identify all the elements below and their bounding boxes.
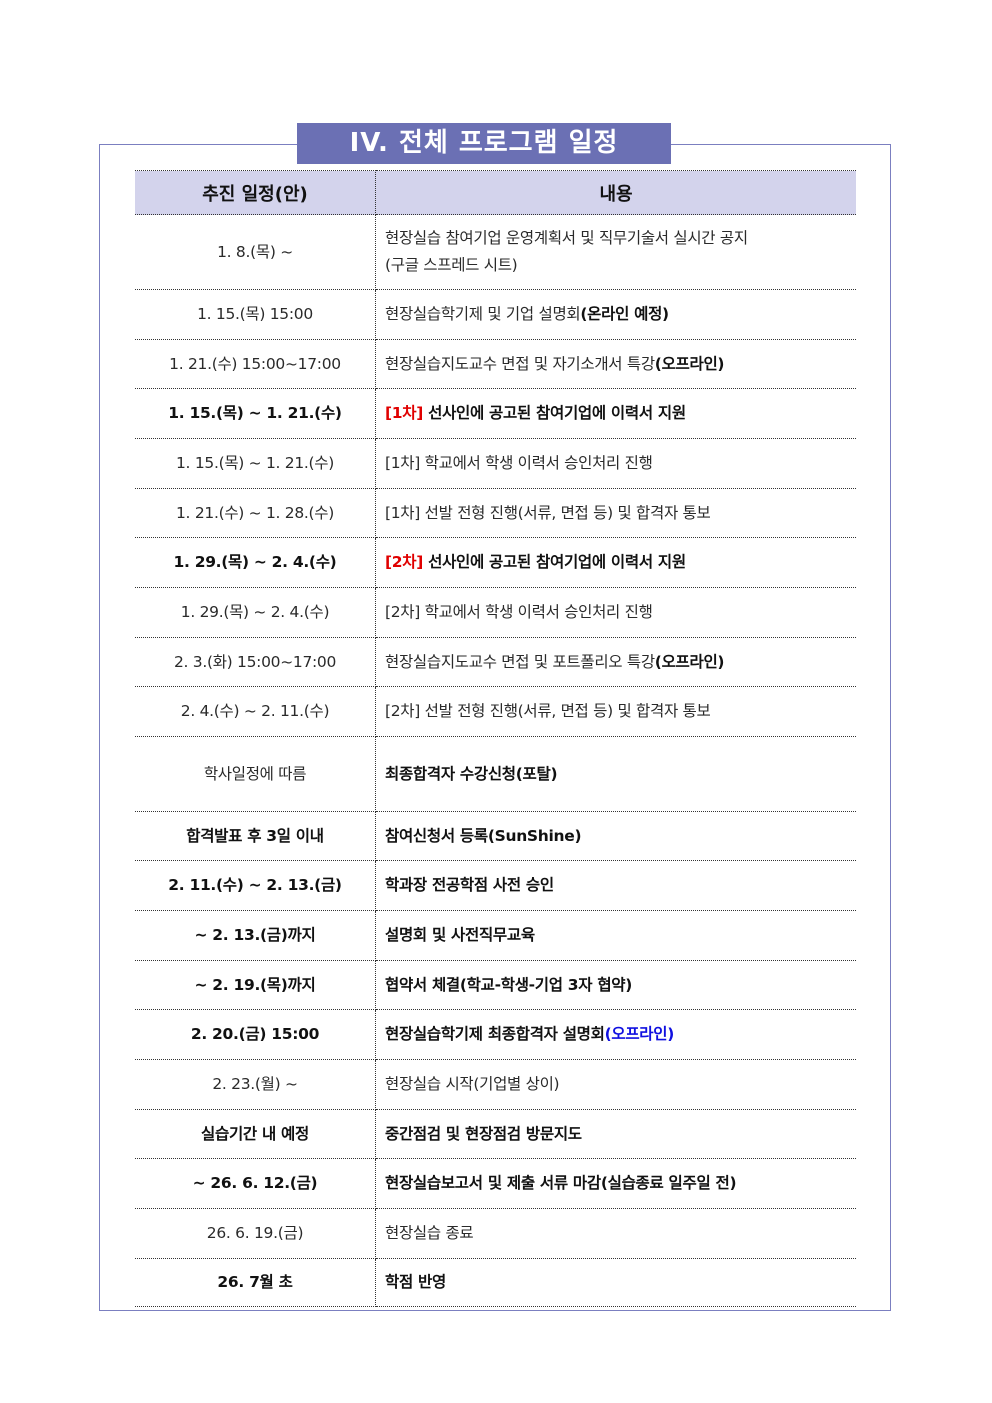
content-text: 현장실습지도교수 면접 및 포트폴리오 특강 — [385, 652, 655, 671]
table-row: 1. 15.(목) 15:00 현장실습학기제 및 기업 설명회(온라인 예정) — [135, 289, 856, 340]
schedule-date: 1. 15.(목) 15:00 — [135, 289, 376, 340]
schedule-content: 설명회 및 사전직무교육 — [375, 910, 856, 961]
mode-label: (오프라인) — [654, 652, 725, 671]
content-text: 학점 반영 — [385, 1273, 446, 1291]
schedule-date: 학사일정에 따름 — [135, 736, 376, 812]
content-text: (구글 스프레드 시트) — [385, 256, 518, 274]
schedule-content: 현장실습 시작(기업별 상이) — [375, 1059, 856, 1110]
schedule-table: 추진 일정(안) 내용 1. 8.(목) ~ 현장실습 참여기업 운영계획서 및 … — [135, 170, 856, 1307]
schedule-date: 1. 29.(목) ~ 2. 4.(수) — [135, 537, 376, 588]
schedule-content: 참여신청서 등록(SunShine) — [375, 811, 856, 861]
content-text: (온라인 예정) — [580, 305, 669, 323]
table-row: 26. 7월 초 학점 반영 — [135, 1258, 856, 1307]
content-text: 선사인에 공고된 참여기업에 이력서 지원 — [423, 404, 686, 422]
schedule-content: [2차] 선사인에 공고된 참여기업에 이력서 지원 — [375, 537, 856, 588]
table-row: 1. 29.(목) ~ 2. 4.(수) [2차] 선사인에 공고된 참여기업에 … — [135, 537, 856, 588]
schedule-date: 2. 3.(화) 15:00~17:00 — [135, 637, 376, 687]
table-row: 26. 6. 19.(금) 현장실습 종료 — [135, 1208, 856, 1259]
table-row: 2. 11.(수) ~ 2. 13.(금) 학과장 전공학점 사전 승인 — [135, 860, 856, 911]
table-row: 2. 23.(월) ~ 현장실습 시작(기업별 상이) — [135, 1059, 856, 1110]
table-header-row: 추진 일정(안) 내용 — [135, 170, 856, 215]
table-row: ~ 2. 13.(금)까지 설명회 및 사전직무교육 — [135, 910, 856, 961]
schedule-content: 중간점검 및 현장점검 방문지도 — [375, 1109, 856, 1159]
schedule-content: 학과장 전공학점 사전 승인 — [375, 860, 856, 911]
content-text: [1차] 선발 전형 진행(서류, 면접 등) 및 합격자 통보 — [385, 503, 711, 522]
schedule-content: [1차] 선사인에 공고된 참여기업에 이력서 지원 — [375, 388, 856, 439]
table-row: 1. 15.(목) ~ 1. 21.(수) [1차] 선사인에 공고된 참여기업에… — [135, 388, 856, 439]
content-text: 학과장 전공학점 사전 승인 — [385, 876, 554, 894]
schedule-content: 현장실습 참여기업 운영계획서 및 직무기술서 실시간 공지 (구글 스프레드 시… — [375, 214, 856, 290]
content-text: 현장실습지도교수 면접 및 자기소개서 특강 — [385, 354, 655, 373]
table-row: ~ 2. 19.(목)까지 협약서 체결(학교-학생-기업 3자 협약) — [135, 960, 856, 1010]
table-row: 1. 29.(목) ~ 2. 4.(수) [2차] 학교에서 학생 이력서 승인처… — [135, 587, 856, 638]
mode-label: (오프라인) — [654, 354, 725, 373]
schedule-content: 현장실습지도교수 면접 및 포트폴리오 특강(오프라인) — [375, 637, 856, 687]
schedule-content: [1차] 선발 전형 진행(서류, 면접 등) 및 합격자 통보 — [375, 488, 856, 538]
table-row: 합격발표 후 3일 이내 참여신청서 등록(SunShine) — [135, 811, 856, 861]
schedule-content: 현장실습학기제 및 기업 설명회(온라인 예정) — [375, 289, 856, 340]
mode-label: (오프라인) — [604, 1025, 675, 1043]
schedule-date: 26. 7월 초 — [135, 1258, 376, 1307]
content-text: [1차] 학교에서 학생 이력서 승인처리 진행 — [385, 454, 653, 472]
schedule-date: 2. 4.(수) ~ 2. 11.(수) — [135, 686, 376, 737]
schedule-content: 현장실습학기제 최종합격자 설명회(오프라인) — [375, 1009, 856, 1060]
schedule-date: 2. 20.(금) 15:00 — [135, 1009, 376, 1060]
schedule-date: 1. 8.(목) ~ — [135, 214, 376, 290]
content-text: 설명회 및 사전직무교육 — [385, 926, 535, 944]
content-text: 최종합격자 수강신청(포탈) — [385, 764, 558, 783]
header-content: 내용 — [375, 170, 856, 215]
schedule-date: ~ 2. 13.(금)까지 — [135, 910, 376, 961]
schedule-date: 실습기간 내 예정 — [135, 1109, 376, 1159]
schedule-date: 합격발표 후 3일 이내 — [135, 811, 376, 861]
content-text: 현장실습 시작(기업별 상이) — [385, 1075, 560, 1093]
table-body: 1. 8.(목) ~ 현장실습 참여기업 운영계획서 및 직무기술서 실시간 공지… — [135, 214, 856, 1307]
round-label: [1차] — [385, 404, 424, 422]
schedule-content: 협약서 체결(학교-학생-기업 3자 협약) — [375, 960, 856, 1010]
table-row: 학사일정에 따름 최종합격자 수강신청(포탈) — [135, 736, 856, 812]
schedule-date: ~ 26. 6. 12.(금) — [135, 1158, 376, 1209]
schedule-date: 2. 11.(수) ~ 2. 13.(금) — [135, 860, 376, 911]
content-text: 현장실습학기제 최종합격자 설명회 — [385, 1025, 605, 1043]
content-text: [2차] 선발 전형 진행(서류, 면접 등) 및 합격자 통보 — [385, 702, 711, 720]
schedule-date: 1. 21.(수) 15:00~17:00 — [135, 339, 376, 389]
schedule-date: ~ 2. 19.(목)까지 — [135, 960, 376, 1010]
table-row: 1. 8.(목) ~ 현장실습 참여기업 운영계획서 및 직무기술서 실시간 공지… — [135, 214, 856, 290]
schedule-date: 2. 23.(월) ~ — [135, 1059, 376, 1110]
schedule-date: 26. 6. 19.(금) — [135, 1208, 376, 1259]
content-text: 현장실습 종료 — [385, 1224, 474, 1242]
content-text: 현장실습보고서 및 제출 서류 마감(실습종료 일주일 전) — [385, 1174, 737, 1192]
schedule-content: 학점 반영 — [375, 1258, 856, 1307]
section-title: IV. 전체 프로그램 일정 — [297, 123, 671, 164]
schedule-content: 현장실습 종료 — [375, 1208, 856, 1259]
schedule-content: [2차] 선발 전형 진행(서류, 면접 등) 및 합격자 통보 — [375, 686, 856, 737]
schedule-date: 1. 15.(목) ~ 1. 21.(수) — [135, 438, 376, 489]
content-text: 현장실습 참여기업 운영계획서 및 직무기술서 실시간 공지 — [385, 229, 748, 247]
table-row: 2. 20.(금) 15:00 현장실습학기제 최종합격자 설명회(오프라인) — [135, 1009, 856, 1060]
schedule-content: 현장실습지도교수 면접 및 자기소개서 특강(오프라인) — [375, 339, 856, 389]
table-row: ~ 26. 6. 12.(금) 현장실습보고서 및 제출 서류 마감(실습종료 일… — [135, 1158, 856, 1209]
content-text: [2차] 학교에서 학생 이력서 승인처리 진행 — [385, 603, 653, 621]
schedule-date: 1. 29.(목) ~ 2. 4.(수) — [135, 587, 376, 638]
content-text: 선사인에 공고된 참여기업에 이력서 지원 — [423, 553, 686, 571]
round-label: [2차] — [385, 553, 424, 571]
content-text: 참여신청서 등록(SunShine) — [385, 826, 582, 845]
schedule-content: [1차] 학교에서 학생 이력서 승인처리 진행 — [375, 438, 856, 489]
table-row: 1. 21.(수) ~ 1. 28.(수) [1차] 선발 전형 진행(서류, 면… — [135, 488, 856, 538]
header-schedule: 추진 일정(안) — [135, 170, 376, 215]
table-row: 1. 15.(목) ~ 1. 21.(수) [1차] 학교에서 학생 이력서 승인… — [135, 438, 856, 489]
schedule-date: 1. 15.(목) ~ 1. 21.(수) — [135, 388, 376, 439]
schedule-content: [2차] 학교에서 학생 이력서 승인처리 진행 — [375, 587, 856, 638]
content-text: 현장실습학기제 및 기업 설명회 — [385, 305, 581, 323]
schedule-content: 현장실습보고서 및 제출 서류 마감(실습종료 일주일 전) — [375, 1158, 856, 1209]
schedule-date: 1. 21.(수) ~ 1. 28.(수) — [135, 488, 376, 538]
content-text: 협약서 체결(학교-학생-기업 3자 협약) — [385, 975, 633, 994]
table-row: 실습기간 내 예정 중간점검 및 현장점검 방문지도 — [135, 1109, 856, 1159]
schedule-content: 최종합격자 수강신청(포탈) — [375, 736, 856, 812]
table-row: 2. 4.(수) ~ 2. 11.(수) [2차] 선발 전형 진행(서류, 면접… — [135, 686, 856, 737]
content-text: 중간점검 및 현장점검 방문지도 — [385, 1124, 582, 1143]
table-row: 1. 21.(수) 15:00~17:00 현장실습지도교수 면접 및 자기소개서… — [135, 339, 856, 389]
table-row: 2. 3.(화) 15:00~17:00 현장실습지도교수 면접 및 포트폴리오 … — [135, 637, 856, 687]
